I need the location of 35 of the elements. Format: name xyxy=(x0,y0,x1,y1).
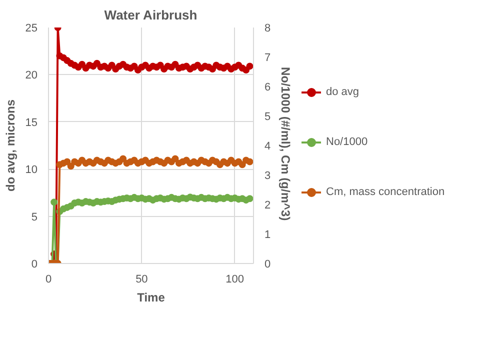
y2-tick-label: 0 xyxy=(264,258,271,270)
point xyxy=(209,66,216,73)
point xyxy=(67,162,74,170)
y-tick-label: 10 xyxy=(25,164,38,176)
point xyxy=(246,62,254,70)
legend-label: No/1000 xyxy=(326,136,368,148)
x-tick-label: 100 xyxy=(226,274,244,286)
point xyxy=(238,161,246,168)
point xyxy=(246,158,254,166)
y2-tick-label: 7 xyxy=(264,52,271,64)
legend-label: Cm, mass concentration xyxy=(326,186,445,198)
y-axis-title: do avg, microns xyxy=(3,99,18,192)
x-axis-title: Time xyxy=(137,290,166,304)
y2-tick-label: 1 xyxy=(264,229,271,241)
y2-tick-label: 3 xyxy=(264,170,271,182)
y2-axis-title: No/1000 (#/ml), Cm (g/m^3) xyxy=(278,66,293,221)
point xyxy=(50,198,58,206)
point xyxy=(172,155,179,162)
point xyxy=(120,155,127,162)
y2-tick-label: 4 xyxy=(264,140,271,152)
x-tick-label: 0 xyxy=(45,274,52,286)
point xyxy=(246,195,254,202)
y2-tick-label: 5 xyxy=(264,111,271,123)
y2-tick-label: 6 xyxy=(264,82,271,94)
chart-title: Water Airbrush xyxy=(104,8,198,22)
y2-tick-label: 2 xyxy=(264,200,271,212)
legend-label: do avg xyxy=(326,86,360,98)
point xyxy=(64,158,71,166)
y-tick-label: 0 xyxy=(31,258,38,270)
y-tick-label: 20 xyxy=(25,70,38,82)
x-tick-label: 50 xyxy=(136,274,148,286)
y-tick-label: 15 xyxy=(25,116,38,129)
y-tick-label: 25 xyxy=(25,22,38,34)
y-tick-label: 5 xyxy=(31,211,38,224)
y2-tick-label: 8 xyxy=(264,22,271,34)
